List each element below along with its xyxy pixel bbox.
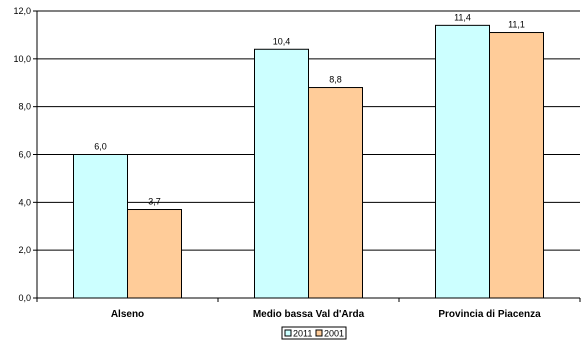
y-tick-label: 0,0	[18, 293, 31, 303]
legend-label-2011: 2011	[293, 329, 312, 339]
bar-2011-2	[435, 24, 490, 299]
legend-swatch-2001	[315, 329, 323, 337]
data-label: 8,8	[329, 75, 342, 85]
data-label: 10,4	[273, 36, 291, 46]
y-tick-label: 4,0	[18, 197, 31, 207]
category-label: Provincia di Piacenza	[438, 309, 541, 320]
y-tick-label: 12,0	[13, 6, 31, 16]
bar-2001-0	[127, 209, 182, 299]
bar-2001-2	[489, 32, 544, 299]
category-label: Medio bassa Val d'Arda	[253, 309, 365, 320]
legend-box	[281, 326, 347, 340]
bar-2011-1	[254, 48, 309, 299]
data-label: 11,1	[508, 20, 525, 30]
y-tick-label: 6,0	[18, 150, 31, 160]
legend-label-2001: 2001	[324, 329, 344, 339]
data-label: 11,4	[454, 12, 471, 22]
legend-swatch-2011	[284, 329, 292, 337]
y-tick-label: 10,0	[13, 54, 31, 64]
category-label: Alseno	[111, 309, 144, 320]
y-tick-label: 8,0	[18, 102, 31, 112]
y-tick-label: 2,0	[18, 245, 31, 255]
category-labels: Alseno Medio bassa Val d'Arda Provincia di…	[111, 309, 541, 320]
bars	[73, 24, 544, 299]
bar-2011-0	[73, 154, 128, 299]
bar-2001-1	[308, 87, 363, 299]
y-axis-ticks: 0,0 2,0 4,0 6,0 8,0 10,0 12,0	[13, 6, 37, 303]
legend: 2011 2001	[281, 326, 347, 340]
data-labels: 6,0 3,7 10,4 8,8 11,4 11,1	[94, 12, 525, 206]
axes	[36, 11, 581, 302]
data-label: 6,0	[94, 142, 107, 152]
data-label: 3,7	[148, 197, 161, 207]
